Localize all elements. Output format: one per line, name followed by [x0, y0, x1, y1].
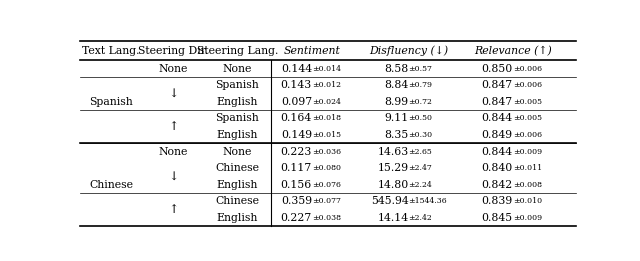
Text: 8.84: 8.84	[385, 80, 408, 90]
Text: 0.149: 0.149	[281, 130, 312, 140]
Text: ±0.015: ±0.015	[312, 131, 341, 139]
Text: 0.156: 0.156	[280, 180, 312, 190]
Text: 0.097: 0.097	[281, 97, 312, 107]
Text: ±2.65: ±2.65	[408, 148, 433, 156]
Text: 0.839: 0.839	[481, 196, 513, 206]
Text: ±0.012: ±0.012	[312, 81, 341, 89]
Text: ±0.036: ±0.036	[312, 148, 341, 156]
Text: None: None	[158, 147, 188, 157]
Text: 0.223: 0.223	[280, 147, 312, 157]
Text: 0.143: 0.143	[280, 80, 312, 90]
Text: None: None	[223, 147, 252, 157]
Text: English: English	[217, 180, 258, 190]
Text: Relevance (↑): Relevance (↑)	[474, 46, 552, 56]
Text: ±0.005: ±0.005	[513, 98, 541, 106]
Text: 9.11: 9.11	[385, 114, 408, 123]
Text: Chinese: Chinese	[216, 196, 259, 206]
Text: ±0.011: ±0.011	[513, 164, 542, 172]
Text: ±0.005: ±0.005	[513, 115, 541, 122]
Text: ±0.72: ±0.72	[408, 98, 433, 106]
Text: Chinese: Chinese	[89, 180, 133, 190]
Text: 0.847: 0.847	[482, 97, 513, 107]
Text: English: English	[217, 130, 258, 140]
Text: ±2.24: ±2.24	[408, 181, 433, 189]
Text: ±0.009: ±0.009	[513, 214, 542, 222]
Text: ±0.008: ±0.008	[513, 181, 541, 189]
Text: ±0.006: ±0.006	[513, 131, 541, 139]
Text: ±0.30: ±0.30	[408, 131, 433, 139]
Text: 15.29: 15.29	[378, 163, 408, 173]
Text: ±0.57: ±0.57	[408, 65, 433, 73]
Text: ±0.076: ±0.076	[312, 181, 340, 189]
Text: 0.359: 0.359	[281, 196, 312, 206]
Text: 0.144: 0.144	[281, 64, 312, 74]
Text: 0.844: 0.844	[482, 114, 513, 123]
Text: None: None	[223, 64, 252, 74]
Text: ±0.50: ±0.50	[408, 115, 433, 122]
Text: ±2.42: ±2.42	[408, 214, 433, 222]
Text: 14.63: 14.63	[378, 147, 408, 157]
Text: Chinese: Chinese	[216, 163, 259, 173]
Text: Steering Lang.: Steering Lang.	[196, 46, 278, 56]
Text: ±0.018: ±0.018	[312, 115, 341, 122]
Text: ±0.010: ±0.010	[513, 197, 542, 205]
Text: Sentiment: Sentiment	[284, 46, 340, 56]
Text: ↓: ↓	[168, 170, 178, 183]
Text: 0.845: 0.845	[482, 213, 513, 223]
Text: 0.840: 0.840	[481, 163, 513, 173]
Text: Steering Dir.: Steering Dir.	[138, 46, 208, 56]
Text: English: English	[217, 97, 258, 107]
Text: 0.227: 0.227	[280, 213, 312, 223]
Text: ↑: ↑	[168, 203, 178, 216]
Text: ↓: ↓	[168, 87, 178, 100]
Text: 0.849: 0.849	[482, 130, 513, 140]
Text: 0.847: 0.847	[482, 80, 513, 90]
Text: 0.842: 0.842	[481, 180, 513, 190]
Text: 8.58: 8.58	[385, 64, 408, 74]
Text: ±0.006: ±0.006	[513, 81, 541, 89]
Text: Spanish: Spanish	[89, 97, 133, 107]
Text: Disfluency (↓): Disfluency (↓)	[369, 46, 448, 56]
Text: ±2.47: ±2.47	[408, 164, 433, 172]
Text: ±0.024: ±0.024	[312, 98, 340, 106]
Text: 8.35: 8.35	[385, 130, 408, 140]
Text: ±0.080: ±0.080	[312, 164, 341, 172]
Text: 0.164: 0.164	[280, 114, 312, 123]
Text: 0.844: 0.844	[482, 147, 513, 157]
Text: ±0.014: ±0.014	[312, 65, 341, 73]
Text: ±0.79: ±0.79	[408, 81, 433, 89]
Text: 14.14: 14.14	[378, 213, 408, 223]
Text: ±0.006: ±0.006	[513, 65, 541, 73]
Text: ±0.009: ±0.009	[513, 148, 542, 156]
Text: 0.850: 0.850	[481, 64, 513, 74]
Text: Spanish: Spanish	[216, 80, 259, 90]
Text: 0.117: 0.117	[280, 163, 312, 173]
Text: 545.94: 545.94	[371, 196, 408, 206]
Text: ±0.077: ±0.077	[312, 197, 340, 205]
Text: 8.99: 8.99	[385, 97, 408, 107]
Text: ±1544.36: ±1544.36	[408, 197, 447, 205]
Text: None: None	[158, 64, 188, 74]
Text: Text Lang.: Text Lang.	[83, 46, 140, 56]
Text: Spanish: Spanish	[216, 114, 259, 123]
Text: 14.80: 14.80	[378, 180, 408, 190]
Text: ±0.038: ±0.038	[312, 214, 341, 222]
Text: English: English	[217, 213, 258, 223]
Text: ↑: ↑	[168, 120, 178, 133]
